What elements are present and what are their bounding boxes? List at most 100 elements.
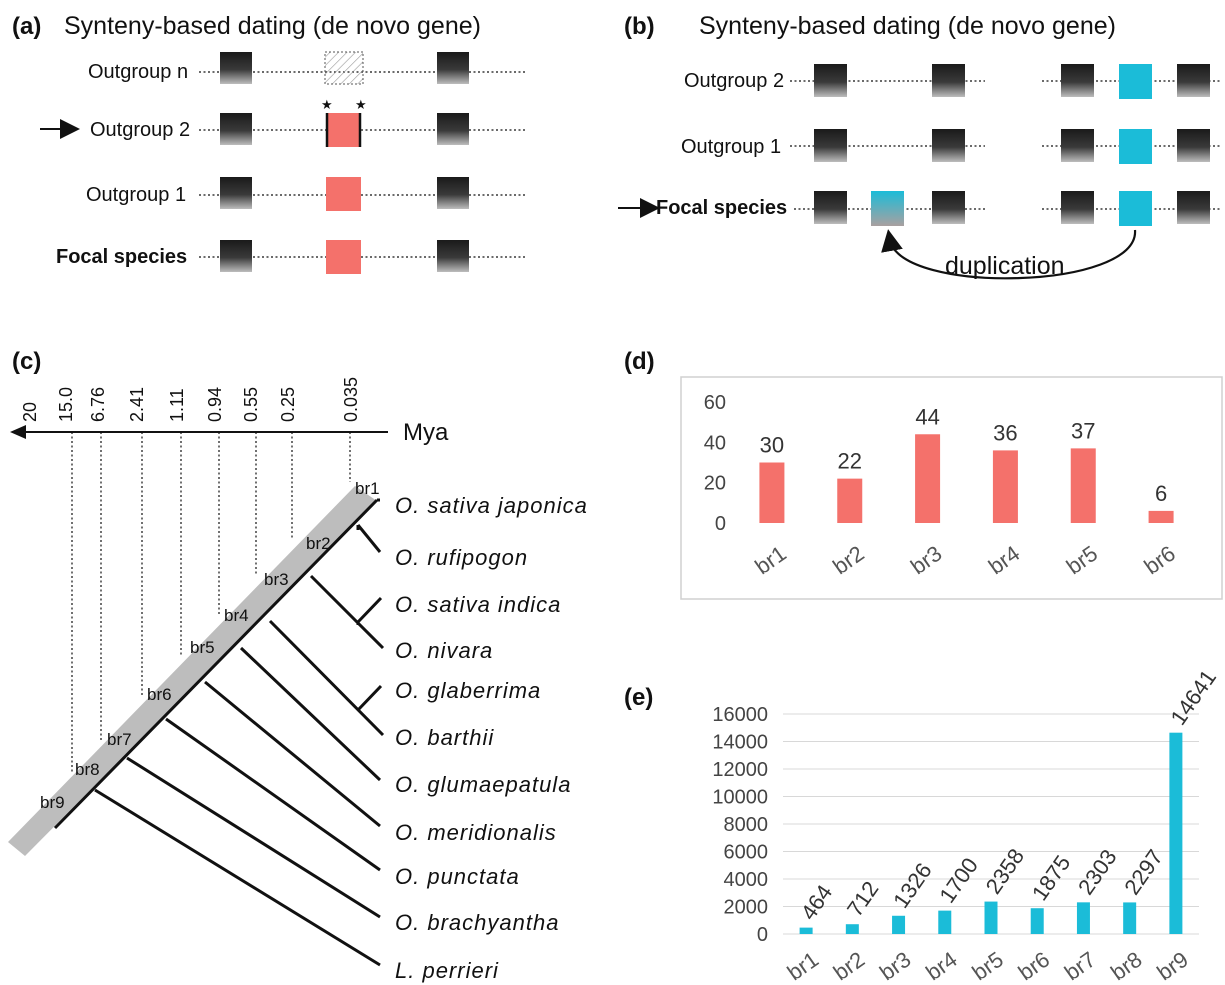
- branch-label: br2: [306, 534, 331, 553]
- time-tick-label: 0.94: [205, 387, 225, 422]
- y-tick-label: 0: [757, 924, 768, 946]
- duplication-arrow: [881, 229, 1137, 280]
- time-bar: [8, 486, 377, 856]
- flanking-gene: [814, 129, 847, 162]
- flanking-gene-right: [437, 177, 469, 209]
- orf-gene-box: [327, 113, 360, 147]
- branch-label: br4: [224, 606, 249, 625]
- flanking-gene-left: [220, 177, 252, 209]
- data-label: 2297: [1119, 845, 1168, 899]
- y-tick-label: 8000: [724, 814, 769, 836]
- panel-c-label: (c): [12, 348, 41, 375]
- panel-a-title: Synteny-based dating (de novo gene): [64, 12, 481, 40]
- data-label: 1875: [1027, 851, 1076, 905]
- y-tick-label: 4000: [724, 869, 769, 891]
- species-label: O. meridionalis: [395, 820, 557, 845]
- branch-label: br9: [40, 793, 65, 812]
- flanking-gene: [1061, 64, 1094, 97]
- branch-label: br5: [190, 638, 215, 657]
- data-label: 2303: [1073, 845, 1122, 899]
- data-label: 37: [1071, 418, 1095, 443]
- species-label: O. sativa indica: [395, 592, 561, 617]
- duplicated-gene-box: [871, 191, 904, 226]
- flanking-gene: [932, 129, 965, 162]
- data-label: 36: [993, 420, 1017, 445]
- bar: [1148, 510, 1174, 523]
- panel-b-label: (b): [624, 13, 655, 40]
- category-label: br1: [750, 541, 790, 580]
- bar: [892, 915, 906, 934]
- category-label: br6: [1140, 541, 1180, 580]
- chart-e: 0 2000 4000 6000 8000 10000 12000 14000 16000 464…: [712, 665, 1221, 985]
- category-label: br9: [1152, 947, 1192, 985]
- chart-d: 0 20 40 60 30 br1 22 br2 44 br3 36 br4 37 br5 6 br6: [704, 392, 1180, 579]
- bar: [938, 910, 952, 934]
- category-label: br1: [783, 947, 823, 985]
- panel-a: (a) Synteny-based dating (de novo gene) …: [12, 12, 525, 274]
- species-label: O. punctata: [395, 864, 520, 889]
- branch-label: br1: [355, 479, 380, 498]
- row-label-outgroup-2: Outgroup 2: [684, 70, 784, 92]
- data-label: 1326: [888, 858, 937, 912]
- data-label: 2358: [981, 844, 1030, 898]
- star-icon: ★: [321, 98, 333, 113]
- species-label: O. barthii: [395, 725, 494, 750]
- y-tick-label: 20: [704, 473, 726, 495]
- row-label-outgroup-n: Outgroup n: [88, 61, 188, 83]
- data-label: 22: [838, 449, 862, 474]
- y-tick-label: 0: [715, 513, 726, 535]
- panel-b-title: Synteny-based dating (de novo gene): [699, 12, 1116, 40]
- time-drop-lines: [71, 432, 351, 772]
- parent-gene-box: [1119, 129, 1152, 164]
- panel-a-label: (a): [12, 13, 41, 40]
- parent-gene-box: [1119, 191, 1152, 226]
- y-tick-label: 14000: [712, 732, 768, 754]
- data-label: 14641: [1166, 665, 1222, 729]
- flanking-gene-left: [220, 113, 252, 145]
- category-label: br8: [1106, 947, 1146, 985]
- panel-b: (b) Synteny-based dating (de novo gene) …: [618, 12, 1222, 280]
- flanking-gene-left: [220, 240, 252, 272]
- species-label: O. glaberrima: [395, 678, 541, 703]
- chart-frame: [680, 376, 1223, 600]
- panel-d: (d) 0 20 40 60 30 br1 22 br2 44 br3 36 br4 37 br5 6 br6: [624, 348, 1223, 600]
- time-tick-label: 6.76: [88, 387, 108, 422]
- species-label: O. rufipogon: [395, 545, 528, 570]
- species-labels: O. sativa japonica O. rufipogon O. sativa …: [395, 493, 587, 983]
- bar: [759, 462, 785, 523]
- data-label: 6: [1155, 481, 1167, 506]
- time-tick-labels: 20 15.0 6.76 2.41 1.11 0.94 0.55 0.25 0.035: [20, 377, 361, 422]
- species-label: O. glumaepatula: [395, 772, 571, 797]
- data-label: 712: [842, 877, 884, 921]
- panel-e: (e) 0 2000 4000 6000 8000 10000 12000 14000 1600…: [624, 665, 1221, 985]
- branch-label: br7: [107, 730, 132, 749]
- time-tick-label: 2.41: [127, 387, 147, 422]
- bar: [1030, 908, 1044, 934]
- category-label: br5: [967, 947, 1007, 985]
- species-label: O. brachyantha: [395, 910, 559, 935]
- category-label: br7: [1060, 947, 1100, 985]
- time-tick-label: 20: [20, 402, 40, 422]
- flanking-gene: [1061, 129, 1094, 162]
- data-label: 30: [760, 433, 784, 458]
- category-label: br4: [921, 947, 961, 985]
- category-label: br3: [906, 541, 946, 580]
- category-label: br2: [829, 947, 869, 985]
- y-tick-label: 40: [704, 432, 726, 454]
- category-label: br3: [875, 947, 915, 985]
- flanking-gene: [1061, 191, 1094, 224]
- row-label-outgroup-2: Outgroup 2: [90, 119, 190, 141]
- data-label: 44: [915, 404, 939, 429]
- time-tick-label: 0.25: [278, 387, 298, 422]
- flanking-gene: [1177, 191, 1210, 224]
- y-tick-label: 10000: [712, 787, 768, 809]
- phylogeny-tree: [53, 498, 385, 967]
- bar: [837, 478, 863, 523]
- time-tick-label: 1.11: [167, 388, 187, 422]
- y-tick-label: 6000: [724, 842, 769, 864]
- row-label-outgroup-1: Outgroup 1: [681, 136, 781, 158]
- flanking-gene: [932, 64, 965, 97]
- parent-gene-box: [1119, 64, 1152, 99]
- flanking-gene-right: [437, 240, 469, 272]
